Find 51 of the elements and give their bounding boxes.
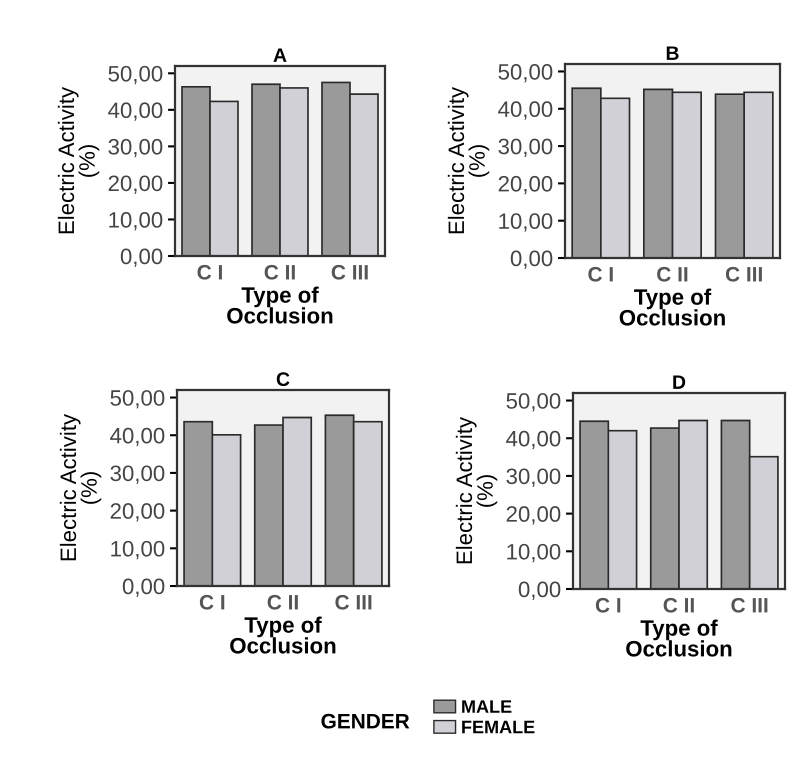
y-tick-label: 50,00 bbox=[110, 390, 164, 408]
y-tick-label: 20,00 bbox=[110, 503, 164, 522]
y-tick-label: 30,00 bbox=[506, 468, 560, 487]
x-tick-label: C III bbox=[731, 598, 768, 613]
x-tick-label: C II bbox=[657, 266, 688, 282]
y-axis-title: Electric Activity (%) bbox=[448, 86, 490, 234]
x-tick-label: C III bbox=[332, 264, 368, 280]
x-tick-label: C I bbox=[200, 594, 224, 610]
y-tick-label: 40,00 bbox=[506, 430, 560, 450]
y-tick-label: 50,00 bbox=[108, 66, 162, 84]
y-tick-label: 10,00 bbox=[499, 213, 552, 232]
y-tick-label: 0,00 bbox=[518, 582, 560, 600]
x-axis-title: Type of Occlusion bbox=[626, 620, 732, 657]
x-tick-label: C II bbox=[268, 594, 298, 610]
x-tick-label: C I bbox=[588, 266, 613, 282]
y-tick-label: 30,00 bbox=[110, 465, 164, 484]
legend-label: FEMALE bbox=[462, 720, 534, 734]
y-tick-label: 40,00 bbox=[498, 101, 552, 120]
x-tick-label: C III bbox=[335, 594, 372, 610]
y-axis-title: Electric Activity (%) bbox=[60, 414, 102, 560]
x-axis-title: Type of Occlusion bbox=[230, 616, 336, 654]
y-tick-label: 20,00 bbox=[506, 506, 560, 525]
legend-label: MALE bbox=[462, 700, 512, 713]
y-tick-label: 50,00 bbox=[498, 64, 552, 82]
y-tick-label: 30,00 bbox=[108, 138, 162, 158]
x-tick-label: C I bbox=[596, 598, 620, 613]
y-tick-label: 10,00 bbox=[109, 212, 162, 230]
y-tick-label: 30,00 bbox=[498, 138, 552, 157]
y-axis-title: Electric Activity (%) bbox=[58, 86, 100, 234]
x-tick-label: C I bbox=[198, 264, 222, 280]
y-tick-label: 0,00 bbox=[510, 250, 552, 269]
x-axis-title: Type of Occlusion bbox=[620, 288, 725, 326]
y-tick-label: 40,00 bbox=[108, 102, 162, 121]
y-tick-label: 40,00 bbox=[110, 428, 164, 446]
chart-title: A bbox=[273, 48, 287, 62]
y-tick-label: 20,00 bbox=[108, 175, 162, 194]
chart-title: C bbox=[276, 372, 290, 386]
y-tick-label: 0,00 bbox=[120, 248, 162, 267]
chart-title: B bbox=[666, 46, 679, 60]
legend-title: GENDER bbox=[321, 714, 410, 729]
y-axis-title: Electric Activity (%) bbox=[456, 416, 498, 564]
chart-title: D bbox=[673, 375, 686, 389]
x-tick-label: C II bbox=[664, 598, 694, 613]
y-tick-label: 0,00 bbox=[122, 578, 164, 597]
y-tick-label: 10,00 bbox=[507, 544, 560, 562]
y-tick-label: 50,00 bbox=[506, 393, 560, 412]
x-tick-label: C II bbox=[264, 264, 295, 280]
x-axis-title: Type of Occlusion bbox=[227, 286, 332, 324]
y-tick-label: 20,00 bbox=[498, 176, 552, 194]
y-tick-label: 10,00 bbox=[111, 540, 164, 560]
x-tick-label: C III bbox=[726, 266, 762, 282]
